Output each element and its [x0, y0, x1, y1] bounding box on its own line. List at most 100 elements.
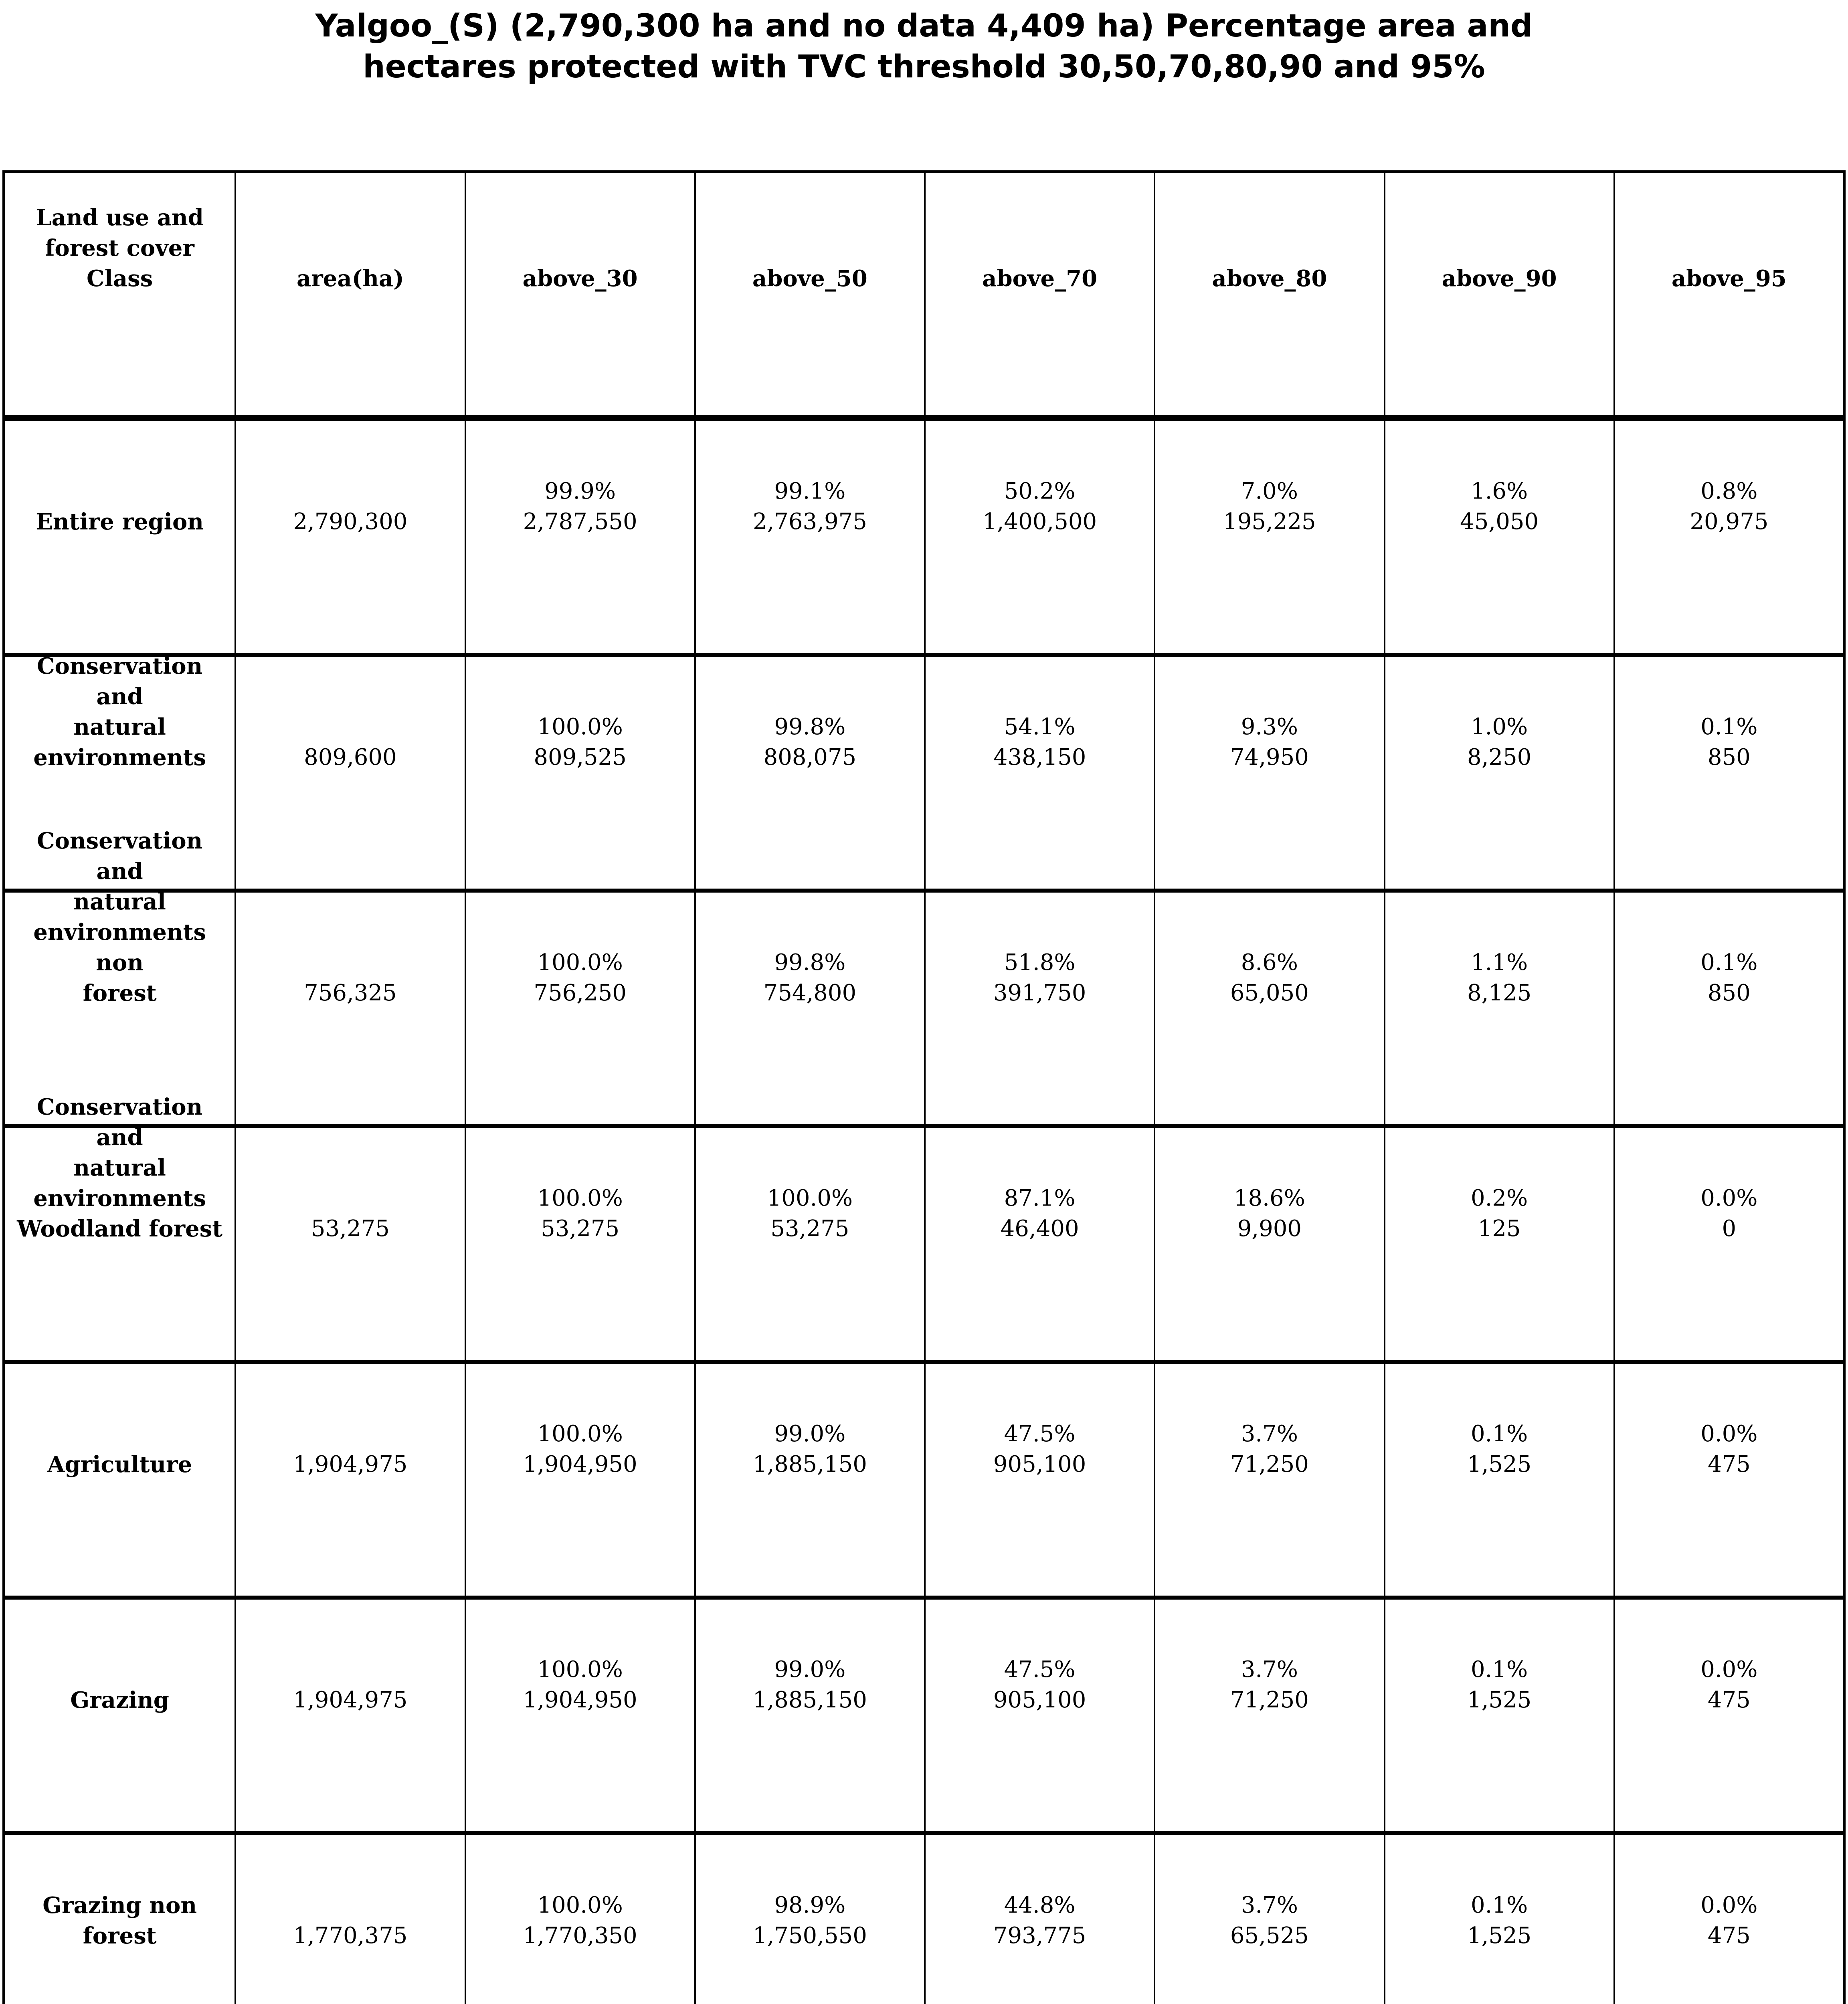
hectares-value: 2,787,550: [523, 509, 637, 535]
page-title: Yalgoo_(S) (2,790,300 ha and no data 4,4…: [315, 8, 1533, 85]
threshold-cell-above-80: 3.7% 71,250: [1154, 1364, 1383, 1596]
header-cell-above-90: above_90: [1383, 173, 1613, 415]
hectares-value: 391,750: [993, 980, 1086, 1006]
column-header: above_80: [1212, 265, 1327, 292]
hectares-value: 1,525: [1467, 1923, 1532, 1949]
percent-value: 1.6%: [1470, 478, 1528, 504]
threshold-cell-above-90: 0.2% 125: [1383, 1128, 1613, 1360]
hectares-value: 8,125: [1467, 980, 1532, 1006]
hectares-value: 1,904,950: [523, 1451, 637, 1477]
percent-value: 0.1%: [1470, 1657, 1528, 1683]
column-header: above_50: [752, 265, 867, 292]
hectares-value: 0: [1722, 1216, 1737, 1242]
threshold-cell-above-30: 100.0% 756,250: [464, 893, 694, 1124]
percent-value: 100.0%: [537, 1657, 623, 1683]
threshold-cell-above-50: 98.9% 1,750,550: [694, 1835, 924, 2004]
threshold-cell-above-30: 99.9% 2,787,550: [464, 421, 694, 653]
percent-value: 0.0%: [1700, 1892, 1758, 1918]
area-value: 53,275: [311, 1216, 390, 1242]
hectares-value: 1,885,150: [752, 1687, 867, 1713]
hectares-value: 754,800: [763, 980, 857, 1006]
threshold-cell-above-95: 0.1% 850: [1613, 657, 1843, 889]
table-row: Conservation and natural environments 80…: [5, 653, 1843, 889]
table-header-row: Land use and forest cover Class area(ha)…: [5, 173, 1843, 415]
hectares-value: 74,950: [1230, 744, 1309, 770]
percent-value: 44.8%: [1004, 1892, 1076, 1918]
area-value: 809,600: [304, 744, 397, 770]
percent-value: 100.0%: [537, 1185, 623, 1211]
hectares-value: 2,763,975: [752, 509, 867, 535]
threshold-cell-above-95: 0.0% 475: [1613, 1600, 1843, 1831]
threshold-cell-above-90: 0.1% 1,525: [1383, 1364, 1613, 1596]
percent-value: 0.1%: [1470, 1892, 1528, 1918]
hectares-value: 1,904,950: [523, 1687, 637, 1713]
land-use-class-label: Conservation and natural environments Wo…: [17, 1094, 223, 1242]
land-use-class-cell: Conservation and natural environments: [5, 653, 235, 889]
hectares-value: 850: [1707, 980, 1751, 1006]
hectares-value: 475: [1707, 1451, 1751, 1477]
percent-value: 0.8%: [1700, 478, 1758, 504]
threshold-cell-above-70: 47.5% 905,100: [924, 1364, 1154, 1596]
table-row: Grazing 1,904,975 100.0% 1,904,950 99.0% 1…: [5, 1596, 1843, 1831]
percent-value: 100.0%: [537, 1421, 623, 1447]
threshold-cell-above-30: 100.0% 1,904,950: [464, 1364, 694, 1596]
percent-value: 100.0%: [767, 1185, 853, 1211]
area-cell: 53,275: [235, 1128, 464, 1360]
percent-value: 1.0%: [1470, 714, 1528, 740]
percent-value: 0.1%: [1470, 1421, 1528, 1447]
threshold-cell-above-90: 0.1% 1,525: [1383, 1835, 1613, 2004]
threshold-cell-above-70: 54.1% 438,150: [924, 657, 1154, 889]
percent-value: 54.1%: [1004, 714, 1076, 740]
hectares-value: 45,050: [1460, 509, 1539, 535]
hectares-value: 1,400,500: [983, 509, 1097, 535]
threshold-cell-above-70: 87.1% 46,400: [924, 1128, 1154, 1360]
percent-value: 87.1%: [1004, 1185, 1076, 1211]
threshold-cell-above-90: 1.0% 8,250: [1383, 657, 1613, 889]
hectares-value: 46,400: [1000, 1216, 1079, 1242]
column-header: Land use and forest cover Class: [36, 204, 204, 292]
percent-value: 0.1%: [1700, 714, 1758, 740]
hectares-value: 438,150: [993, 744, 1086, 770]
hectares-value: 756,250: [534, 980, 627, 1006]
hectares-value: 1,525: [1467, 1451, 1532, 1477]
hectares-value: 1,770,350: [523, 1923, 637, 1949]
land-use-class-label: Entire region: [36, 509, 204, 535]
threshold-cell-above-50: 99.0% 1,885,150: [694, 1364, 924, 1596]
hectares-value: 1,885,150: [752, 1451, 867, 1477]
hectares-value: 905,100: [993, 1451, 1086, 1477]
land-use-class-label: Agriculture: [47, 1451, 192, 1478]
hectares-value: 475: [1707, 1687, 1751, 1713]
land-use-class-label: Conservation and natural environments: [33, 653, 206, 771]
percent-value: 0.0%: [1700, 1421, 1758, 1447]
percent-value: 8.6%: [1241, 949, 1298, 976]
threshold-cell-above-95: 0.0% 475: [1613, 1835, 1843, 2004]
percent-value: 98.9%: [774, 1892, 846, 1918]
percent-value: 99.8%: [774, 949, 846, 976]
threshold-cell-above-80: 18.6% 9,900: [1154, 1128, 1383, 1360]
threshold-cell-above-30: 100.0% 53,275: [464, 1128, 694, 1360]
percent-value: 47.5%: [1004, 1421, 1076, 1447]
threshold-cell-above-30: 100.0% 1,770,350: [464, 1835, 694, 2004]
area-cell: 809,600: [235, 657, 464, 889]
hectares-value: 65,050: [1230, 980, 1309, 1006]
area-value: 1,770,375: [293, 1923, 408, 1949]
percent-value: 0.2%: [1470, 1185, 1528, 1211]
area-cell: 1,770,375: [235, 1835, 464, 2004]
area-value: 756,325: [304, 980, 397, 1006]
threshold-cell-above-80: 3.7% 71,250: [1154, 1600, 1383, 1831]
header-cell-above-95: above_95: [1613, 173, 1843, 415]
area-value: 2,790,300: [293, 509, 408, 535]
percent-value: 100.0%: [537, 949, 623, 976]
hectares-value: 793,775: [993, 1923, 1086, 1949]
area-cell: 756,325: [235, 893, 464, 1124]
land-use-class-cell: Grazing: [5, 1600, 235, 1831]
percent-value: 51.8%: [1004, 949, 1076, 976]
land-use-class-cell: Conservation and natural environments no…: [5, 828, 235, 1124]
threshold-cell-above-95: 0.8% 20,975: [1613, 421, 1843, 653]
percent-value: 100.0%: [537, 1892, 623, 1918]
threshold-cell-above-90: 1.6% 45,050: [1383, 421, 1613, 653]
hectares-value: 20,975: [1690, 509, 1769, 535]
header-cell-above-70: above_70: [924, 173, 1154, 415]
table-row: Conservation and natural environments no…: [5, 828, 1843, 1124]
